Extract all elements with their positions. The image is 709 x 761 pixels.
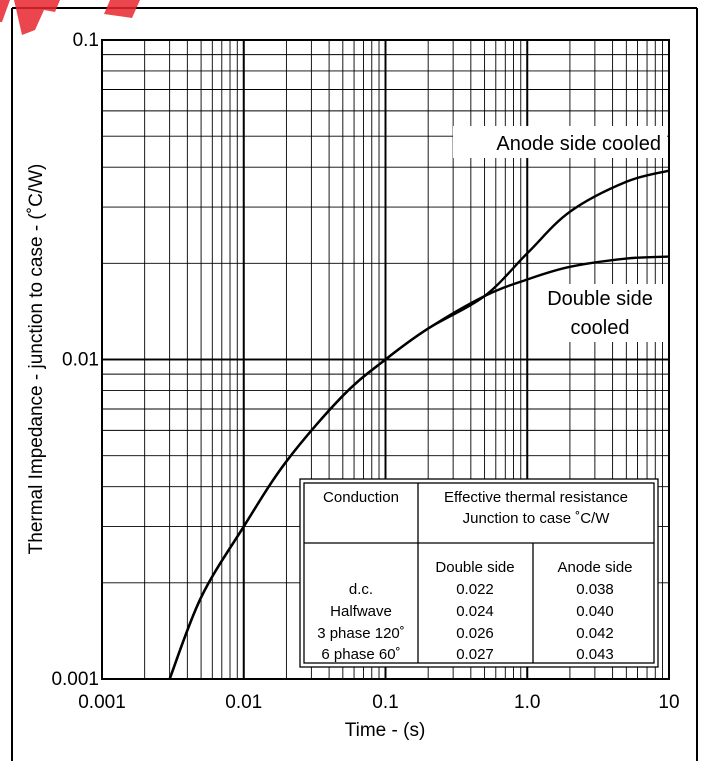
table-row-6phase-conduction: 6 phase 60˚ [321,646,400,663]
table-row-3phase-anode: 0.042 [576,625,614,642]
series-lines [168,169,670,680]
x-tick-label: 1.0 [514,692,540,713]
table-col-anode: Anode side [557,559,632,576]
resistance-table: Conduction Effective thermal resistance … [299,478,659,668]
table-row-dc-conduction: d.c. [349,581,373,598]
series-double-side-cooled [168,255,670,680]
x-tick-label: 0.001 [78,692,126,713]
table-bg [300,479,658,667]
x-axis-label: Time - (s) [345,720,426,741]
watermark-fragment [0,0,140,35]
y-tick-label: 0.01 [62,350,99,371]
annotation-double-line1: Double side [547,288,653,310]
annotation-double-line2: cooled [571,317,630,339]
x-tick-label: 10 [658,692,679,713]
plot-area-border [101,39,670,680]
table-header-resistance-1: Effective thermal resistance [444,489,628,506]
annotation-bg-double [532,284,667,342]
x-tick-label: 0.1 [372,692,398,713]
annotation-anode: Anode side cooled [496,133,661,155]
y-tick-label-bg [60,665,100,687]
table-row-6phase-anode: 0.043 [576,646,614,663]
table-row-6phase-double: 0.027 [456,646,494,663]
y-tick-label-bg [60,345,100,368]
table-inner-border [303,482,655,664]
tick-labels: 0.001 0.01 0.1 1.0 10 0.001 0.01 0.1 [51,26,680,713]
annotation-bg-anode [453,126,667,158]
x-tick-label: 0.01 [225,692,262,713]
table-col-double: Double side [435,559,514,576]
table-header-conduction: Conduction [323,489,399,506]
table-row-dc-double: 0.022 [456,581,494,598]
table-row-halfwave-conduction: Halfwave [330,603,392,620]
y-axis-label: Thermal Impedance - junction to case - (… [26,164,47,555]
table-header-resistance-2: Junction to case ˚C/W [463,510,611,527]
table-row-3phase-double: 0.026 [456,625,494,642]
y-tick-label-bg [60,26,100,48]
y-tick-label: 0.001 [51,669,99,690]
table-outer-border [299,478,659,668]
y-tick-label: 0.1 [73,30,99,51]
table-row-halfwave-double: 0.024 [456,603,494,620]
table-row-3phase-conduction: 3 phase 120˚ [317,625,405,642]
table-row-dc-anode: 0.038 [576,581,614,598]
table-row-halfwave-anode: 0.040 [576,603,614,620]
